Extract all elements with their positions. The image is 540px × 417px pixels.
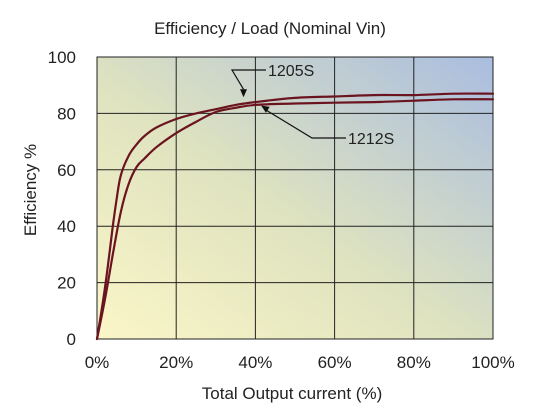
annotation-leader-1205S <box>230 69 266 90</box>
x-tick-label: 40% <box>238 353 272 372</box>
x-tick-label: 60% <box>318 353 352 372</box>
y-tick-label: 0 <box>67 330 76 349</box>
y-tick-label: 40 <box>57 217 76 236</box>
chart-title: Efficiency / Load (Nominal Vin) <box>154 19 386 38</box>
y-axis-ticks: 0 20 40 60 80 100 <box>48 48 76 349</box>
annotation-arrowhead <box>240 89 248 98</box>
annotation-label-1205S: 1205S <box>268 63 314 80</box>
series-line-1212S <box>95 98 495 341</box>
y-tick-label: 100 <box>48 48 76 67</box>
grid-lines <box>97 57 493 339</box>
annotation-leader-1212S <box>264 108 346 139</box>
plot-frame <box>96 56 494 340</box>
x-tick-label: 80% <box>397 353 431 372</box>
y-tick-label: 20 <box>57 274 76 293</box>
x-tick-label: 20% <box>159 353 193 372</box>
y-axis-label: Efficiency % <box>21 144 40 236</box>
annotations: 1205S 1212S <box>230 63 394 148</box>
series-lines <box>95 92 495 341</box>
y-tick-label: 80 <box>57 104 76 123</box>
x-tick-label: 0% <box>85 353 110 372</box>
x-axis-label: Total Output current (%) <box>202 384 382 403</box>
annotation-arrowhead <box>261 105 270 113</box>
annotation-label-1212S: 1212S <box>348 131 394 148</box>
series-line-1205S <box>95 92 495 341</box>
y-tick-label: 60 <box>57 161 76 180</box>
x-axis-ticks: 0% 20% 40% 60% 80% 100% <box>85 353 515 372</box>
x-tick-label: 100% <box>471 353 514 372</box>
